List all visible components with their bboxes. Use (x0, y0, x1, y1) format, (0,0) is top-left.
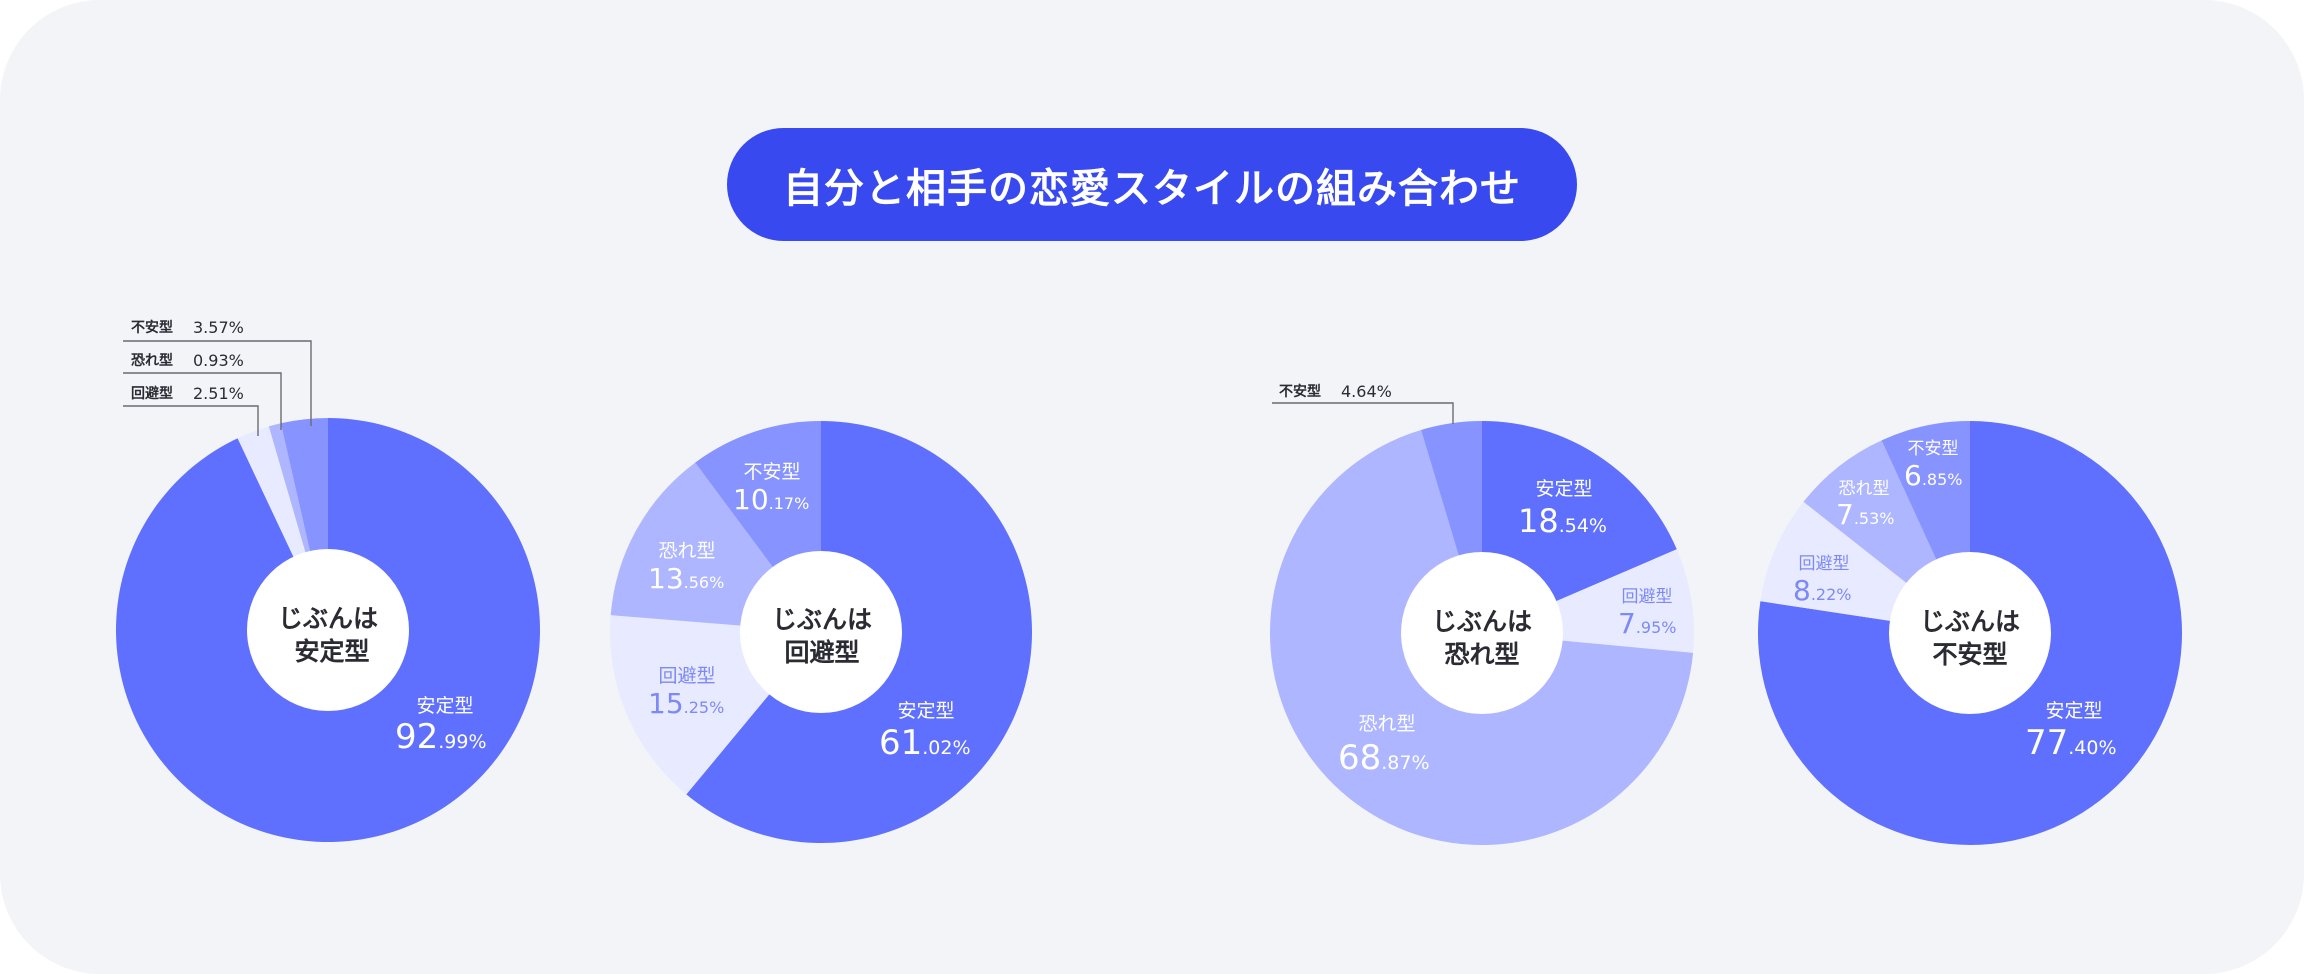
slice-label-value: 10.17% (733, 483, 809, 516)
slice-label-value: 18.54% (1518, 502, 1607, 540)
page-title: 自分と相手の恋愛スタイルの組み合わせ (727, 128, 1577, 241)
page-title-text: 自分と相手の恋愛スタイルの組み合わせ (783, 165, 1521, 212)
slice-label-name: 回避型 (1622, 587, 1673, 607)
center-label-line1: じぶんは (278, 604, 378, 633)
chart-center-hole (1889, 552, 2051, 714)
callout-name: 回避型 (131, 385, 173, 402)
callout-name: 不安型 (1279, 383, 1321, 400)
slice-label-value: 6.85% (1904, 459, 1962, 492)
center-label-line1: じぶんは (1432, 607, 1532, 636)
slice-label-name: 回避型 (1799, 554, 1850, 574)
donut-chart-avoidant: じぶんは 回避型 安定型 61.02% 回避型 15.25% 恐れ型 13.56… (610, 421, 1032, 844)
slice-label-name: 安定型 (1535, 478, 1592, 500)
slice-label-value: 68.87% (1338, 738, 1430, 778)
chart-center-hole (1401, 552, 1563, 714)
donut-chart-secure: じぶんは 安定型 安定型 92.99% 不安型 3.57% 恐れ型 0.93% … (116, 318, 541, 842)
callout-lines (123, 340, 312, 436)
slice-label-name: 恐れ型 (1839, 479, 1890, 499)
center-label-line1: じぶんは (772, 605, 872, 634)
slice-label-name: 恐れ型 (1358, 713, 1415, 735)
slice-label-name: 不安型 (1908, 439, 1959, 459)
callout-value: 3.57% (193, 318, 244, 337)
slice-label-value: 8.22% (1793, 574, 1851, 607)
center-label-line2: 安定型 (294, 637, 369, 666)
callout-value: 2.51% (193, 384, 244, 403)
center-label-line2: 不安型 (1932, 640, 2007, 669)
slice-label-value: 7.95% (1618, 607, 1676, 640)
slice-label-value: 15.25% (648, 687, 724, 720)
slice-label-value: 92.99% (395, 717, 487, 757)
slice-label-name: 安定型 (897, 700, 954, 722)
callout-name: 恐れ型 (131, 352, 173, 369)
slice-label-value: 7.53% (1836, 498, 1894, 531)
slice-label-name: 不安型 (743, 461, 800, 483)
callout-value: 4.64% (1341, 382, 1392, 401)
slice-label-value: 77.40% (2025, 723, 2117, 763)
callout-name: 不安型 (131, 319, 173, 336)
donut-chart-fearful: じぶんは 恐れ型 安定型 18.54% 回避型 7.95% 恐れ型 68.87%… (1270, 382, 1694, 845)
slice-label-value: 13.56% (648, 562, 724, 595)
slice-label-name: 安定型 (2045, 700, 2102, 722)
chart-center-hole (740, 551, 902, 713)
callout-value: 0.93% (193, 351, 244, 370)
callout-line (1272, 402, 1454, 424)
center-label-line1: じぶんは (1920, 607, 2020, 636)
slice-label-value: 61.02% (879, 723, 971, 763)
slice-label-name: 安定型 (416, 695, 473, 717)
slice-label-name: 回避型 (658, 665, 715, 687)
donut-chart-anxious: じぶんは 不安型 安定型 77.40% 回避型 8.22% 恐れ型 7.53% … (1758, 421, 2183, 845)
chart-center-hole (247, 549, 409, 711)
center-label-line2: 恐れ型 (1444, 640, 1519, 669)
slice-label-name: 恐れ型 (658, 540, 715, 562)
center-label-line2: 回避型 (784, 638, 859, 667)
